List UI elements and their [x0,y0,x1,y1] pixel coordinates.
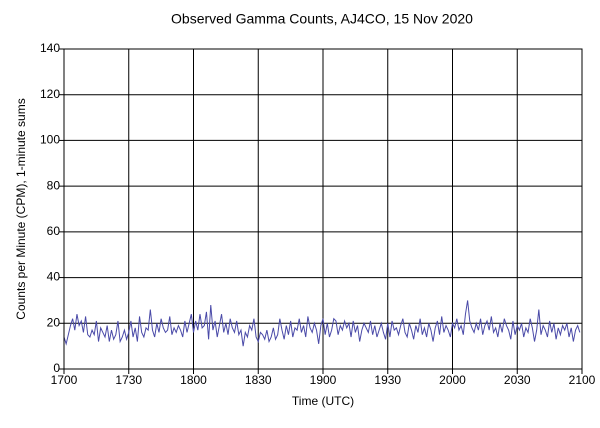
data-line [63,300,581,347]
x-tick-label: 1900 [310,373,337,387]
y-axis-label: Counts per Minute (CPM), 1-minute sums [14,98,28,319]
y-tick-label: 60 [47,224,61,238]
x-tick-label: 2000 [439,373,466,387]
x-tick-label: 1830 [245,373,272,387]
x-tick-label: 2100 [569,373,596,387]
y-tick-label: 0 [53,361,60,375]
chart-title: Observed Gamma Counts, AJ4CO, 15 Nov 202… [171,11,473,27]
y-tick-label: 20 [47,315,61,329]
plot-frame [63,48,583,370]
y-tick-label: 120 [40,87,60,101]
y-tick-label: 80 [47,178,61,192]
x-tick-label: 1800 [180,373,207,387]
y-tick-label: 40 [47,270,61,284]
x-tick-label: 1700 [51,373,78,387]
x-tick-label: 2030 [504,373,531,387]
y-tick-label: 140 [40,41,60,55]
y-tick-label: 100 [40,133,60,147]
x-axis-label: Time (UTC) [292,394,354,408]
x-tick-label: 1930 [374,373,401,387]
x-tick-label: 1730 [115,373,142,387]
